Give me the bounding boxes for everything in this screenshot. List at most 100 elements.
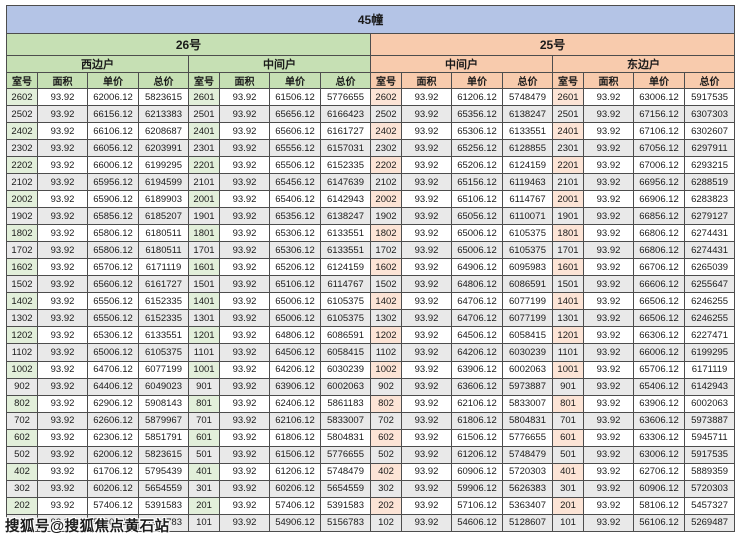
room-cell: 401 <box>552 462 584 481</box>
area-cell: 93.92 <box>401 360 452 379</box>
col-header-unit-price: 单价 <box>87 72 139 89</box>
area-cell: 93.92 <box>401 496 452 515</box>
area-cell: 93.92 <box>401 411 452 430</box>
total-price-cell: 5748479 <box>502 445 553 464</box>
total-price-cell: 6133551 <box>320 241 371 260</box>
room-cell: 1002 <box>370 360 402 379</box>
unit-price-cell: 65356.12 <box>269 207 321 226</box>
unit-price-cell: 65856.12 <box>87 207 139 226</box>
total-price-cell: 6002063 <box>502 360 553 379</box>
room-cell: 2401 <box>188 122 220 141</box>
total-price-cell: 6105375 <box>320 309 371 328</box>
area-cell: 93.92 <box>219 479 270 498</box>
total-price-cell: 5748479 <box>502 87 553 107</box>
side-header-west: 西边户 <box>6 55 189 73</box>
total-price-cell: 5654559 <box>320 479 371 498</box>
unit-price-cell: 65506.12 <box>87 309 139 328</box>
room-cell: 2001 <box>552 190 584 209</box>
total-price-cell: 6077199 <box>138 360 189 379</box>
room-cell: 2201 <box>552 156 584 175</box>
room-cell: 1601 <box>552 258 584 277</box>
room-cell: 1401 <box>552 292 584 311</box>
area-cell: 93.92 <box>583 309 634 328</box>
total-price-cell: 6307303 <box>683 105 736 124</box>
unit-price-cell: 64706.12 <box>87 360 139 379</box>
area-cell: 93.92 <box>583 445 634 464</box>
area-cell: 93.92 <box>583 190 634 209</box>
area-cell: 93.92 <box>219 428 270 447</box>
room-cell: 1802 <box>6 224 38 243</box>
total-price-cell: 5973887 <box>502 377 553 396</box>
room-cell: 1502 <box>6 275 38 294</box>
area-cell: 93.92 <box>37 462 88 481</box>
area-cell: 93.92 <box>37 275 88 294</box>
unit-price-cell: 65406.12 <box>633 377 685 396</box>
area-cell: 93.92 <box>583 343 634 362</box>
room-cell: 902 <box>370 377 402 396</box>
area-cell: 93.92 <box>401 513 452 533</box>
room-cell: 1102 <box>370 343 402 362</box>
unit-price-cell: 66506.12 <box>633 309 685 328</box>
unit-price-cell: 65656.12 <box>269 105 321 124</box>
total-price-cell: 6105375 <box>138 343 189 362</box>
total-price-cell: 6152335 <box>138 292 189 311</box>
unit-price-cell: 60206.12 <box>269 479 321 498</box>
unit-price-cell: 64906.12 <box>451 258 503 277</box>
total-price-cell: 6147639 <box>320 173 371 192</box>
area-cell: 93.92 <box>583 139 634 158</box>
total-price-cell: 6105375 <box>502 224 553 243</box>
area-cell: 93.92 <box>219 156 270 175</box>
room-cell: 902 <box>6 377 38 396</box>
total-price-cell: 6058415 <box>320 343 371 362</box>
unit-price-cell: 64506.12 <box>269 343 321 362</box>
col-header-room: 室号 <box>188 72 220 89</box>
room-cell: 1001 <box>188 360 220 379</box>
unit-price-cell: 65906.12 <box>87 190 139 209</box>
area-cell: 93.92 <box>583 360 634 379</box>
unit-price-cell: 65956.12 <box>87 173 139 192</box>
room-cell: 1601 <box>188 258 220 277</box>
unit-price-cell: 66156.12 <box>87 105 139 124</box>
unit-price-cell: 66906.12 <box>633 190 685 209</box>
room-cell: 1302 <box>370 309 402 328</box>
unit-price-cell: 65456.12 <box>269 173 321 192</box>
room-cell: 702 <box>6 411 38 430</box>
area-cell: 93.92 <box>401 87 452 107</box>
building-title: 45幢 <box>5 5 736 34</box>
area-cell: 93.92 <box>583 326 634 345</box>
table-row: 802 93.92 62906.12 5908143 801 93.92 62406.12 5… <box>6 394 736 413</box>
unit-price-cell: 56106.12 <box>633 513 685 533</box>
unit-price-cell: 63006.12 <box>633 87 685 107</box>
total-price-cell: 6152335 <box>320 156 371 175</box>
area-cell: 93.92 <box>37 292 88 311</box>
area-cell: 93.92 <box>219 258 270 277</box>
col-header-unit-price: 单价 <box>269 72 321 89</box>
total-price-cell: 6077199 <box>502 309 553 328</box>
col-header-total-price: 总价 <box>683 72 736 89</box>
area-cell: 93.92 <box>401 326 452 345</box>
total-price-cell: 6095983 <box>502 258 553 277</box>
area-cell: 93.92 <box>583 207 634 226</box>
area-cell: 93.92 <box>583 462 634 481</box>
room-cell: 501 <box>188 445 220 464</box>
area-cell: 93.92 <box>401 309 452 328</box>
total-price-cell: 5156783 <box>138 513 189 533</box>
total-price-cell: 6138247 <box>320 207 371 226</box>
room-cell: 2502 <box>6 105 38 124</box>
room-cell: 1801 <box>188 224 220 243</box>
table-row: 1502 93.92 65606.12 6161727 1501 93.92 65106.1… <box>6 275 736 294</box>
area-cell: 93.92 <box>219 496 270 515</box>
total-price-cell: 6246255 <box>683 292 736 311</box>
total-price-cell: 6114767 <box>320 275 371 294</box>
room-cell: 2001 <box>188 190 220 209</box>
unit-price-cell: 65006.12 <box>87 343 139 362</box>
room-cell: 1801 <box>552 224 584 243</box>
unit-price-cell: 63906.12 <box>269 377 321 396</box>
area-cell: 93.92 <box>401 139 452 158</box>
room-cell: 1401 <box>188 292 220 311</box>
area-cell: 93.92 <box>583 122 634 141</box>
room-cell: 1102 <box>6 343 38 362</box>
area-cell: 93.92 <box>37 105 88 124</box>
room-cell: 2601 <box>552 87 584 107</box>
unit-price-cell: 65806.12 <box>87 241 139 260</box>
